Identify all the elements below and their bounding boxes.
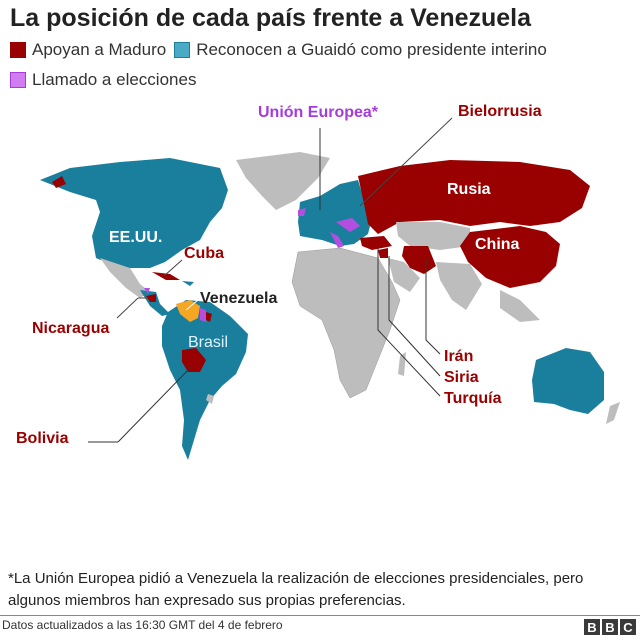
legend-swatch-maduro (10, 42, 26, 58)
ireland (298, 208, 306, 216)
label-china: China (475, 236, 520, 253)
bbc-logo-b1: B (584, 619, 600, 635)
bbc-logo-b2: B (602, 619, 618, 635)
india (436, 262, 482, 310)
label-iran: Irán (444, 348, 474, 365)
arabia (388, 258, 420, 292)
divider (0, 615, 640, 616)
leader-venezuela (185, 299, 199, 311)
africa (291, 247, 401, 399)
china-country (460, 226, 560, 288)
bolivia-country (182, 348, 206, 372)
leader-cuba (163, 259, 183, 277)
leader-bielorrusia (359, 117, 453, 207)
chukotka (52, 176, 66, 188)
label-siria: Siria (444, 369, 479, 386)
south-america (162, 300, 248, 460)
legend-label-elections: Llamado a elecciones (32, 70, 197, 89)
legend-row-2: Llamado a elecciones (10, 70, 204, 90)
legend: Apoyan a Maduro Reconocen a Guaidó como … (10, 40, 555, 60)
north-america (40, 158, 228, 268)
greenland (236, 152, 330, 210)
legend-label-maduro: Apoyan a Maduro (32, 40, 167, 59)
bbc-logo: B B C (584, 619, 636, 635)
label-bolivia: Bolivia (16, 430, 69, 447)
se-asia (500, 290, 540, 322)
leader-bolivia-2 (117, 365, 193, 443)
update-timestamp: Datos actualizados a las 16:30 GMT del 4… (2, 618, 283, 632)
label-union-europea: Unión Europea* (258, 104, 379, 121)
cuba-country (152, 272, 180, 280)
syria-country (378, 248, 388, 258)
suriname (206, 312, 212, 322)
italy (330, 232, 344, 248)
label-cuba: Cuba (184, 245, 224, 262)
legend-item-elections: Llamado a elecciones (10, 70, 196, 90)
uruguay (206, 394, 214, 404)
leader-nicaragua (116, 297, 139, 319)
leader-turquia (377, 248, 441, 397)
russia-country (358, 160, 590, 234)
label-nicaragua: Nicaragua (32, 320, 110, 337)
central-america (140, 290, 170, 316)
iran-country (402, 246, 436, 274)
venezuela-country (176, 300, 200, 322)
footnote: *La Unión Europea pidió a Venezuela la r… (8, 570, 584, 609)
legend-label-guaido: Reconocen a Guaidó como presidente inter… (196, 40, 547, 59)
legend-item-guaido: Reconocen a Guaidó como presidente inter… (174, 40, 547, 60)
page-title: La posición de cada país frente a Venezu… (10, 4, 532, 32)
central-asia (396, 222, 470, 250)
label-turquia: Turquía (444, 390, 502, 407)
nicaragua-country (146, 294, 156, 302)
bbc-logo-c: C (620, 619, 636, 635)
mexico (100, 258, 150, 298)
guyana (200, 308, 206, 322)
label-rusia: Rusia (447, 181, 491, 198)
leader-siria (388, 256, 441, 377)
legend-item-maduro: Apoyan a Maduro (10, 40, 166, 60)
turkey-country (360, 236, 392, 250)
central-europe-elections (336, 218, 360, 232)
label-brasil: Brasil (188, 334, 229, 351)
australia (532, 348, 604, 414)
world-map (40, 117, 620, 460)
new-zealand (606, 402, 620, 424)
label-eeuu: EE.UU. (109, 229, 163, 246)
leader-iran (425, 258, 441, 355)
label-bielorrusia: Bielorrusia (458, 103, 542, 120)
hispaniola (182, 281, 194, 286)
label-venezuela: Venezuela (200, 290, 278, 307)
legend-swatch-guaido (174, 42, 191, 58)
legend-swatch-elections (10, 72, 26, 88)
belize (144, 288, 150, 294)
